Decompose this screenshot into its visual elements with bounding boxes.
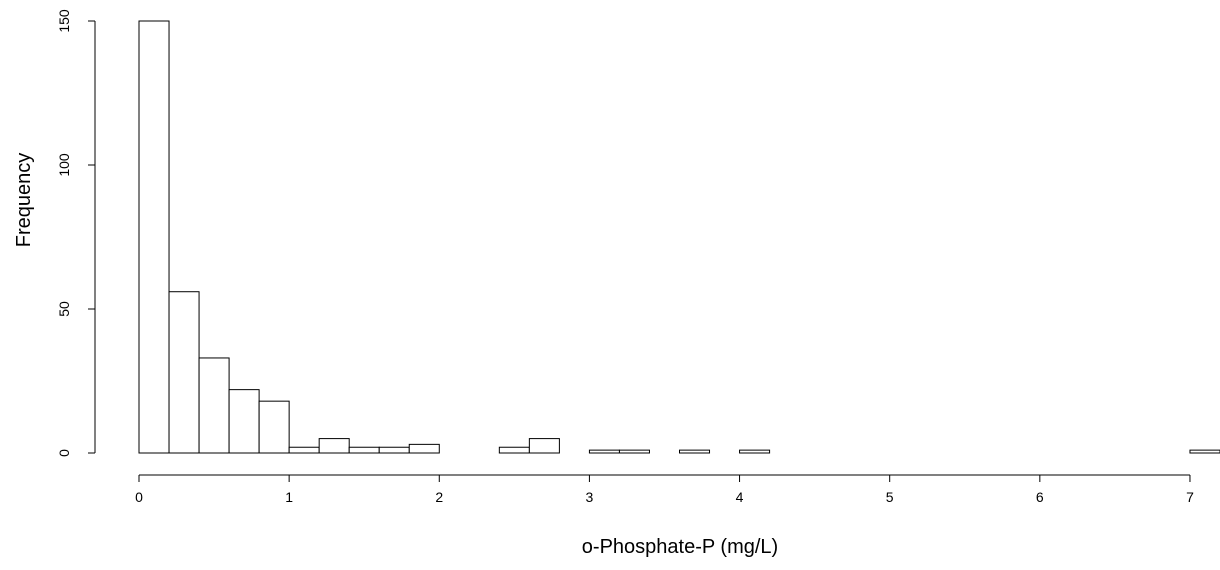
histogram-bar-20 [739,449,771,454]
histogram-bar-6 [318,438,350,454]
y-axis-title: Frequency [13,153,35,248]
x-tick-label-7: 7 [1186,489,1194,505]
histogram-bar-7 [348,446,380,454]
histogram-bar-4 [258,400,290,454]
x-tick-label-4: 4 [736,489,744,505]
histogram-bar-16 [618,449,650,454]
y-tick-label-150: 150 [56,9,72,33]
histogram-bar-0 [138,20,170,454]
x-tick-label-6: 6 [1036,489,1044,505]
x-axis: 0 1 2 3 4 5 6 7 [135,474,1194,505]
x-axis-title: o-Phosphate-P (mg/L) [582,536,778,558]
x-tick-label-1: 1 [285,489,293,505]
x-tick-label-0: 0 [135,489,143,505]
histogram-bar-9 [408,443,440,454]
histogram-bar-8 [378,446,410,454]
y-tick-label-100: 100 [56,153,72,177]
histogram-bar-35 [1189,449,1220,454]
histogram-bar-13 [528,438,560,454]
y-axis: 0 50 100 150 [56,9,96,457]
histogram-bar-1 [168,291,200,454]
x-tick-label-2: 2 [435,489,443,505]
histogram-bar-15 [588,449,620,454]
y-tick-label-50: 50 [56,301,72,317]
histogram-bar-2 [198,357,230,454]
histogram-bar-18 [679,449,711,454]
y-tick-label-0: 0 [56,449,72,457]
x-tick-label-5: 5 [886,489,894,505]
histogram-bars [138,20,1220,454]
histogram-bar-12 [498,446,530,454]
x-tick-label-3: 3 [586,489,594,505]
histogram-bar-3 [228,389,260,454]
histogram-bar-5 [288,446,320,454]
